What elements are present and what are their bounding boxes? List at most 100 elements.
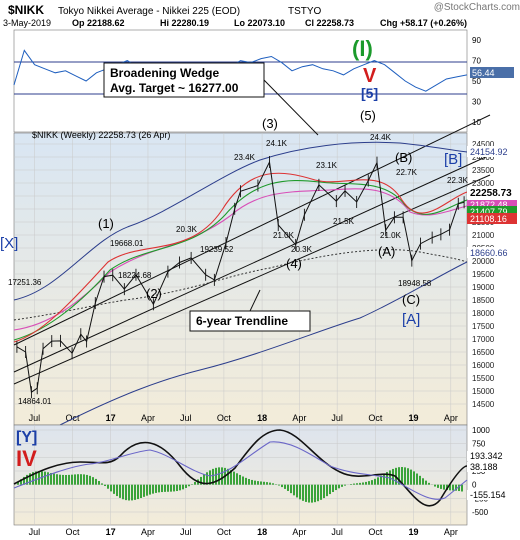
price-x-tick: 18 [257, 413, 267, 423]
macd-hist-bar [233, 471, 235, 485]
wedge-callout-box [103, 62, 265, 98]
macd-hist-bar [239, 474, 241, 485]
macd-hist-bar [20, 479, 22, 485]
macd-x-ticks: Jul Oct 17 Apr Jul Oct 18 Apr Jul Oct 19 Apr [29, 527, 458, 537]
macd-hist-bar [209, 470, 211, 485]
macd-hist-bar [83, 474, 85, 485]
macd-hist-bar [143, 484, 145, 497]
macd-hist-bar [218, 467, 220, 485]
wave-label-I: (I) [352, 36, 373, 61]
macd-hist-bar [134, 484, 136, 500]
macd-val1: 193.342 [470, 451, 503, 461]
wave-label-Y: [Y] [16, 429, 37, 446]
macd-hist-bar [455, 484, 457, 491]
macd-hist-bar [77, 474, 79, 485]
macd-hist-bar [179, 484, 181, 491]
macd-hist-bar [215, 467, 217, 485]
price-legend: $NIKK (Weekly) 22258.73 (26 Apr) [32, 130, 170, 140]
macd-tick-label: -500 [472, 508, 489, 517]
macd-hist-bar [122, 484, 124, 500]
macd-hist-bar [59, 474, 61, 485]
macd-hist-bar [62, 474, 64, 485]
price-tick-label: 17500 [472, 322, 495, 331]
macd-hist-bar [245, 477, 247, 485]
price-label-14864: 14864.01 [18, 397, 52, 406]
macd-hist-bar [110, 484, 112, 492]
macd-hist-bar [260, 481, 262, 485]
macd-hist-bar [362, 482, 364, 485]
price-label-22-7k: 22.7K [396, 168, 418, 177]
price-tick-label: 23500 [472, 166, 495, 175]
macd-hist-bar [167, 484, 169, 492]
macd-hist-bar [341, 484, 343, 487]
macd-hist-bar [200, 476, 202, 485]
macd-hist-bar [374, 478, 376, 485]
macd-val3-box [467, 490, 517, 500]
price-x-tick: Apr [292, 413, 306, 423]
macd-histogram [17, 466, 463, 503]
price-x-tick: Jul [29, 413, 41, 423]
macd-hist-bar [401, 466, 403, 485]
price-x-tick: Jul [331, 413, 343, 423]
ma2-label: 21872.48 [470, 200, 508, 210]
macd-hist-bar [32, 472, 34, 485]
macd-hist-bar [326, 484, 328, 497]
macd-hist-bar [242, 476, 244, 485]
macd-hist-bar [170, 484, 172, 492]
macd-hist-bar [137, 484, 139, 500]
macd-hist-bar [407, 468, 409, 485]
macd-hist-bar [206, 472, 208, 485]
macd-hist-bar [335, 484, 337, 491]
macd-hist-bar [440, 484, 442, 489]
macd-hist-bar [299, 484, 301, 500]
close-label: 22258.73 [470, 188, 512, 199]
ma-green [13, 180, 468, 341]
macd-hist-bar [95, 478, 97, 485]
macd-hist-bar [320, 484, 322, 500]
rsi-value-box [470, 67, 514, 78]
macd-hist-bar [386, 472, 388, 485]
macd-hist-bar [428, 482, 430, 485]
macd-hist-bar [68, 474, 70, 485]
macd-hist-bar [350, 484, 352, 485]
macd-hist-bar [35, 471, 37, 485]
macd-hist-bar [338, 484, 340, 489]
wave-label-A: (A) [378, 244, 395, 259]
close-box [467, 187, 517, 199]
ma5-label: 18660.66 [470, 248, 508, 258]
wedge-pointer [263, 79, 319, 136]
macd-hist-bar [140, 484, 142, 499]
macd-hist-bar [317, 484, 319, 502]
price-grid [14, 133, 467, 425]
macd-hist-bar [290, 484, 292, 494]
close: Cl 22258.73 [305, 18, 354, 28]
price-label-19668: 19668.01 [110, 239, 144, 248]
macd-tick-label: 750 [472, 440, 486, 449]
price-tick-label: 19500 [472, 270, 495, 279]
price-x-tick: Oct [65, 413, 80, 423]
symbol: $NIKK [8, 3, 44, 17]
macd-hist-bar [302, 484, 304, 501]
rsi-ticks: 90 70 50 30 10 [472, 36, 481, 127]
ma1-label: 24154.92 [470, 147, 508, 157]
macd-hist-bar [173, 484, 175, 492]
macd-x-tick: Jul [180, 527, 192, 537]
macd-hist-bar [203, 474, 205, 485]
macd-hist-bar [461, 484, 463, 492]
wave-label-4: (4) [286, 256, 302, 271]
price-label-24-4k: 24.4K [370, 133, 392, 142]
macd-panel: 10007505002500-250-500 193.342 38.188 -1… [13, 424, 517, 526]
macd-hist-bar [383, 473, 385, 485]
macd-x-tick: 19 [408, 527, 418, 537]
macd-hist-bar [356, 483, 358, 485]
price-tick-label: 18000 [472, 309, 495, 318]
macd-hist-bar [251, 479, 253, 485]
trend-callout: 6-year Trendline [196, 314, 288, 328]
macd-hist-bar [47, 472, 49, 485]
rsi-tick-label: 50 [472, 77, 481, 86]
wave-label-5: [5] [361, 85, 378, 101]
price-frame [13, 132, 468, 426]
macd-hist-bar [182, 484, 184, 490]
macd-hist-bar [359, 482, 361, 485]
macd-hist-bar [452, 484, 454, 491]
